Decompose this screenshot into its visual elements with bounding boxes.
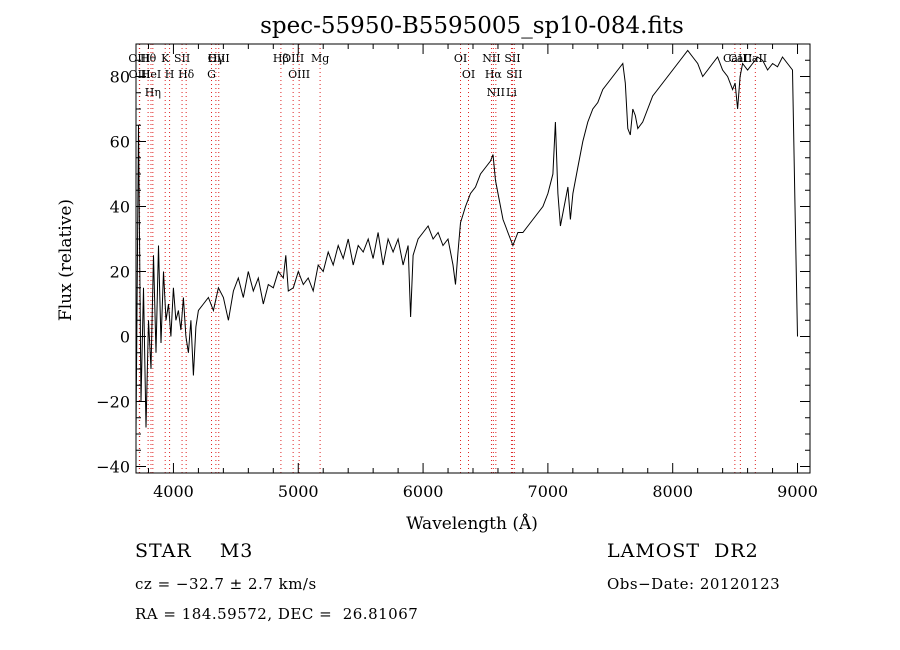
- x-tick-label-9000: 9000: [777, 482, 818, 501]
- y-tick-label-20: 20: [110, 263, 130, 282]
- line-label-4: Hη: [145, 86, 161, 99]
- line-label-14: OIII: [288, 68, 310, 81]
- line-label-2: OIII: [129, 68, 151, 81]
- line-label-18: NII: [482, 52, 500, 65]
- axis-ticks: 4000 5000 6000 7000 8000 9000 −40 −20 0 20 40 60 80: [96, 44, 818, 501]
- line-label-26: CaII: [743, 52, 767, 65]
- line-label-13: OIII: [282, 52, 304, 65]
- line-label-7: SII: [174, 52, 190, 65]
- line-label-5: K: [161, 52, 170, 65]
- y-axis-label: Flux (relative): [56, 199, 76, 321]
- x-tick-label-7000: 7000: [528, 482, 569, 501]
- survey-name: LAMOST DR2: [607, 540, 759, 562]
- x-axis-label: Wavelength (Å): [406, 513, 538, 534]
- line-label-10: Hγ: [208, 52, 225, 65]
- y-tick-label--20: −20: [96, 393, 130, 412]
- object-class: STAR M3: [135, 540, 254, 562]
- x-tick-label-8000: 8000: [652, 482, 693, 501]
- line-label-20: NII: [487, 86, 505, 99]
- observation-date: Obs−Date: 20120123: [607, 575, 781, 593]
- redshift-velocity: cz = −32.7 ± 2.7 km/s: [135, 575, 317, 593]
- y-tick-label-0: 0: [120, 328, 130, 347]
- x-tick-label-6000: 6000: [403, 482, 444, 501]
- line-label-15: Mg: [311, 52, 329, 65]
- y-tick-label-80: 80: [110, 68, 130, 87]
- line-label-0: Hθ: [140, 52, 157, 65]
- line-label-1: OIII: [128, 52, 150, 65]
- line-label-22: SII: [506, 68, 522, 81]
- y-tick-label--40: −40: [96, 458, 130, 477]
- x-tick-label-5000: 5000: [278, 482, 319, 501]
- line-label-19: Hα: [485, 68, 503, 81]
- series-line-flux: [135, 49, 798, 435]
- sky-coordinates: RA = 184.59572, DEC = 26.81067: [135, 605, 419, 623]
- line-label-17: OI: [462, 68, 475, 81]
- chart-title: spec-55950-B5595005_sp10-084.fits: [260, 13, 684, 39]
- line-label-16: OI: [454, 52, 467, 65]
- line-label-8: Hδ: [178, 68, 195, 81]
- line-label-6: H: [165, 68, 175, 81]
- line-label-24: CaII: [723, 52, 747, 65]
- line-label-9: OIII: [208, 52, 230, 65]
- plot-frame: [135, 43, 811, 474]
- line-label-12: Hβ: [273, 52, 289, 65]
- line-label-23: Li: [506, 86, 517, 99]
- spectral-line-markers: [138, 44, 756, 473]
- spectral-line-labels: HθOIIIOIIIHeIHηKHSIIHδOIIIHγGHβOIIIOIIIM…: [128, 52, 767, 99]
- line-label-3: HeI: [141, 68, 161, 81]
- y-tick-label-40: 40: [110, 198, 130, 217]
- y-tick-label-60: 60: [110, 133, 130, 152]
- line-label-21: SII: [504, 52, 520, 65]
- line-label-11: G: [207, 68, 216, 81]
- line-label-25: CaII: [729, 52, 753, 65]
- x-tick-label-4000: 4000: [153, 482, 194, 501]
